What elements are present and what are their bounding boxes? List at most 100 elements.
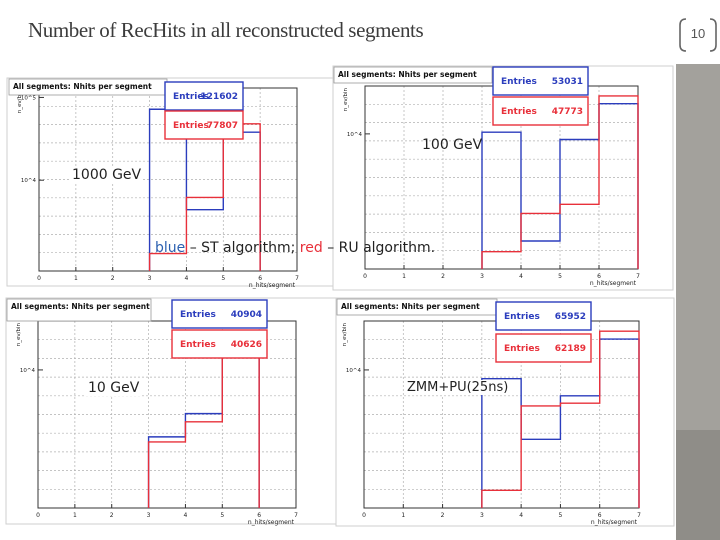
stats-entries-label: Entries <box>173 121 209 131</box>
x-tick-label: 7 <box>295 275 299 282</box>
x-tick-label: 5 <box>559 512 563 519</box>
histogram-zmm-pu-svg: 0 1 2 3 4 5 6 7 10^4 n_hits/segment n_ev/bin All se… <box>335 297 675 527</box>
sidebar-lower-band <box>676 430 720 540</box>
y-tick-label: 10^4 <box>20 368 36 374</box>
histogram-series-red <box>481 95 639 269</box>
stats-box-red <box>492 96 589 126</box>
histogram-100gev-svg: 0 1 2 3 4 5 6 7 10^4 n_hits/segment n_ev/bin All se… <box>332 65 674 291</box>
plot-frame <box>335 297 675 527</box>
x-tick-label: 4 <box>185 275 189 282</box>
stats-entries-label: Entries <box>501 77 537 87</box>
x-tick-label: 3 <box>148 275 152 282</box>
stats-entries-label: Entries <box>180 340 216 350</box>
histogram-1000gev-svg: 0 1 2 3 4 5 6 7 10^5 10^4 n_hits/segment n_ev/binAl… <box>6 77 339 289</box>
histogram-title: All segments: Nhits per segment <box>338 70 477 79</box>
stats-box-blue <box>164 81 244 111</box>
page-number-badge: 10 <box>677 16 719 54</box>
energy-label-zmm-pu: ZMM+PU(25ns) <box>405 380 511 395</box>
x-axis-label: n_hits/segment <box>248 519 295 526</box>
x-tick-label: 3 <box>480 273 484 280</box>
page-number: 10 <box>690 26 706 41</box>
legend-red-word: red <box>299 240 323 256</box>
x-tick-label: 0 <box>37 275 41 282</box>
x-axis-label: n_hits/segment <box>591 519 638 526</box>
algorithm-legend-note: blue – ST algorithm; red – RU algorithm. <box>155 240 435 256</box>
plot-frame <box>5 297 337 525</box>
y-axis-label: n_ev/bin <box>17 89 23 113</box>
energy-label-1000gev: 1000 GeV <box>70 167 144 183</box>
energy-label-100gev: 100 GeV <box>422 137 483 153</box>
stats-entries-value: 62189 <box>555 344 586 354</box>
stats-entries-value: 40904 <box>231 310 262 320</box>
stats-entries-label: Entries <box>501 107 537 117</box>
x-tick-label: 5 <box>558 273 562 280</box>
histogram-title: All segments: Nhits per segment <box>13 82 152 91</box>
histogram-10gev-svg: 0 1 2 3 4 5 6 7 10^4 n_hits/segment n_ev/bin All se… <box>5 297 337 526</box>
histogram-title-box <box>333 66 493 84</box>
histogram-title: All segments: Nhits per segment <box>11 302 150 311</box>
x-tick-label: 2 <box>110 512 114 519</box>
histogram-panel-100gev: 0 1 2 3 4 5 6 7 10^4 n_hits/segment n_ev/bin All se… <box>331 64 676 294</box>
stats-entries-value: 40626 <box>231 340 262 350</box>
plot-axes <box>37 320 297 509</box>
energy-label-10gev: 10 GeV <box>86 380 142 396</box>
y-tick-label: 10^4 <box>346 368 362 374</box>
sidebar-top-band <box>676 0 720 64</box>
legend-red-text: – RU algorithm. <box>322 240 436 256</box>
y-tick-label: 10^4 <box>21 178 37 184</box>
legend-blue-word: blue <box>155 240 186 256</box>
x-tick-label: 5 <box>221 275 225 282</box>
x-tick-label: 3 <box>480 512 484 519</box>
y-axis-label: n_ev/bin <box>342 322 348 346</box>
x-tick-label: 7 <box>636 273 640 280</box>
histogram-panel-zmm-pu: 0 1 2 3 4 5 6 7 10^4 n_hits/segment n_ev/bin All se… <box>334 296 676 530</box>
histogram-series-blue <box>481 338 640 508</box>
y-axis-label: n_ev/bin <box>16 322 22 346</box>
x-tick-label: 1 <box>73 512 77 519</box>
histogram-panel-10gev: 0 1 2 3 4 5 6 7 10^4 n_hits/segment n_ev/bin All se… <box>4 296 338 528</box>
x-tick-label: 0 <box>362 512 366 519</box>
x-tick-label: 1 <box>402 273 406 280</box>
x-tick-label: 7 <box>294 512 298 519</box>
x-tick-label: 1 <box>401 512 405 519</box>
histogram-series-blue <box>148 108 261 271</box>
stats-entries-value: 121602 <box>200 92 238 102</box>
x-tick-label: 5 <box>220 512 224 519</box>
histogram-series-blue <box>481 102 639 269</box>
stats-box-blue <box>492 66 589 96</box>
x-tick-label: 0 <box>363 273 367 280</box>
stats-entries-value: 47773 <box>552 107 583 117</box>
x-tick-label: 4 <box>519 512 523 519</box>
x-tick-label: 4 <box>519 273 523 280</box>
x-tick-label: 7 <box>637 512 641 519</box>
x-tick-label: 0 <box>36 512 40 519</box>
stats-entries-value: 65952 <box>555 312 586 322</box>
histogram-series-red <box>148 123 261 271</box>
slide-title: Number of RecHits in all reconstructed s… <box>28 18 424 42</box>
x-axis-label: n_hits/segment <box>249 282 296 289</box>
x-tick-label: 2 <box>441 512 445 519</box>
legend-blue-text: – ST algorithm; <box>185 240 300 256</box>
stats-box-blue <box>495 301 592 331</box>
x-tick-label: 6 <box>597 273 601 280</box>
x-axis-label: n_hits/segment <box>590 280 637 287</box>
x-tick-label: 6 <box>257 512 261 519</box>
y-axis-label: n_ev/bin <box>343 87 349 111</box>
x-tick-label: 1 <box>74 275 78 282</box>
stats-box-red <box>495 333 592 363</box>
histogram-title: All segments: Nhits per segment <box>341 302 480 311</box>
y-tick-label: 10^5 <box>21 95 37 101</box>
histogram-title-box <box>6 298 152 322</box>
bracket-icon <box>679 18 717 52</box>
stats-entries-label: Entries <box>504 344 540 354</box>
histogram-panel-1000gev: 0 1 2 3 4 5 6 7 10^5 10^4 n_hits/segment n_ev/bin Al… <box>5 76 340 291</box>
histogram-series-red <box>481 330 640 508</box>
stats-box-blue <box>171 299 268 329</box>
y-tick-label: 10^4 <box>347 132 363 138</box>
x-tick-label: 2 <box>441 273 445 280</box>
x-tick-label: 6 <box>258 275 262 282</box>
stats-entries-value: 77807 <box>207 121 238 131</box>
x-tick-label: 2 <box>111 275 115 282</box>
stats-entries-label: Entries <box>180 310 216 320</box>
x-tick-label: 6 <box>598 512 602 519</box>
